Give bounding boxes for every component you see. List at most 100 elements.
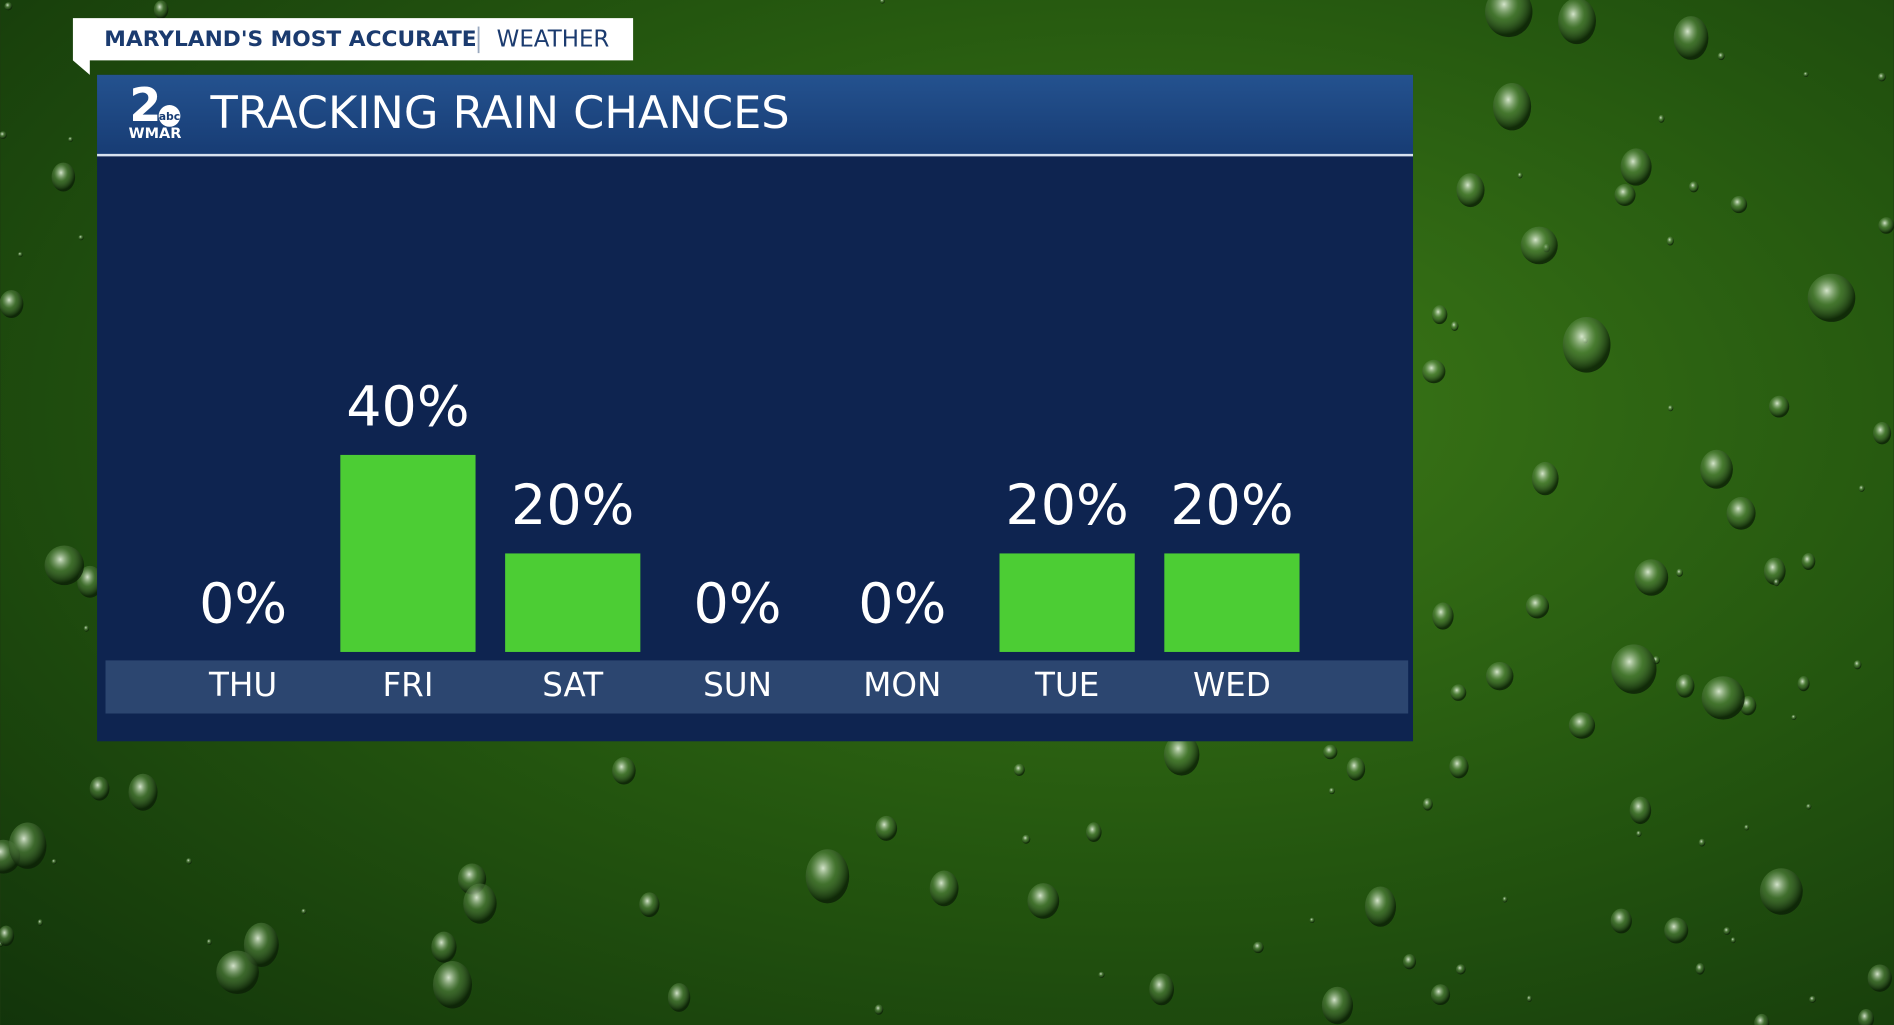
x-tick-label: THU — [208, 666, 277, 704]
raindrop — [1455, 964, 1466, 975]
raindrop — [929, 870, 959, 907]
raindrop — [1797, 676, 1810, 692]
raindrop — [1364, 886, 1396, 927]
value-label: 0% — [693, 571, 781, 636]
raindrop — [1526, 995, 1532, 1002]
raindrop — [1877, 72, 1886, 82]
raindrop — [78, 235, 84, 241]
raindrop — [0, 131, 7, 139]
raindrop — [1558, 0, 1596, 45]
raindrop — [301, 908, 307, 915]
bar — [340, 454, 476, 652]
raindrop — [1422, 359, 1446, 384]
raindrop — [1614, 184, 1636, 207]
value-label: 40% — [346, 374, 469, 439]
raindrop — [1450, 321, 1459, 332]
raindrop — [0, 925, 15, 947]
raindrop — [186, 858, 192, 865]
raindrop — [1620, 148, 1652, 186]
tag-box — [72, 18, 634, 75]
raindrop — [1611, 644, 1657, 694]
raindrop — [243, 922, 279, 968]
section-label: WEATHER — [497, 26, 610, 52]
raindrop — [1763, 557, 1786, 586]
bar — [505, 553, 641, 652]
raindrop — [128, 773, 158, 811]
raindrop — [1759, 868, 1803, 915]
raindrop — [667, 983, 691, 1012]
raindrop — [1149, 973, 1174, 1006]
raindrop — [1502, 896, 1508, 903]
x-tick-label: TUE — [1034, 666, 1099, 704]
raindrop — [44, 545, 85, 586]
raindrop — [1853, 660, 1862, 670]
logo-network: abc — [159, 110, 181, 123]
x-tick-label: FRI — [382, 666, 433, 704]
raindrop — [874, 1004, 884, 1015]
raindrop — [1098, 971, 1105, 978]
raindrop — [1791, 714, 1797, 720]
raindrop — [17, 252, 23, 257]
raindrop — [83, 625, 90, 632]
raindrop — [1723, 927, 1731, 935]
raindrop — [1867, 964, 1892, 992]
raindrop — [1403, 954, 1416, 970]
raindrop — [1801, 553, 1816, 570]
raindrop — [1449, 755, 1469, 779]
raindrop — [4, 2, 13, 11]
raindrop — [1309, 917, 1315, 923]
raindrop — [879, 0, 885, 4]
raindrop — [1562, 317, 1611, 373]
raindrop — [1422, 798, 1433, 811]
raindrop — [1520, 226, 1558, 265]
raindrop — [1726, 496, 1756, 530]
raindrop — [89, 776, 110, 801]
raindrop — [1636, 830, 1642, 837]
raindrop — [153, 0, 169, 20]
raindrop — [1754, 1013, 1770, 1025]
raindrop — [432, 961, 473, 1009]
x-tick-label: SUN — [703, 666, 772, 704]
panel-header — [97, 74, 1414, 155]
raindrop — [51, 859, 57, 865]
raindrop — [1695, 963, 1705, 975]
raindrop — [1634, 559, 1669, 596]
raindrop — [216, 950, 259, 995]
raindrop — [1878, 217, 1894, 234]
raindrop — [1568, 712, 1596, 739]
raindrop — [1629, 796, 1652, 825]
bar — [1164, 553, 1300, 652]
raindrop — [1531, 461, 1559, 496]
raindrop — [1807, 273, 1856, 322]
raindrop — [1858, 485, 1865, 492]
raindrop — [1610, 908, 1632, 934]
raindrop — [1717, 52, 1725, 61]
raindrop — [1667, 405, 1674, 412]
raindrop — [1803, 71, 1809, 77]
raindrop — [1809, 995, 1816, 1003]
plot: THU 0% FRI 40% SAT 20% SUN 0% MON 0% TUE 20% WED 20% — [199, 374, 1300, 704]
raindrop — [1430, 984, 1451, 1006]
raindrop — [612, 757, 636, 785]
raindrop — [1806, 803, 1812, 810]
raindrop — [1323, 744, 1338, 760]
value-label: 20% — [1170, 473, 1293, 538]
raindrop — [1700, 449, 1733, 489]
logo-number: 2 — [129, 78, 161, 132]
raindrop — [1768, 395, 1790, 418]
x-tick-label: WED — [1193, 666, 1271, 704]
value-label: 0% — [199, 571, 287, 636]
tagline: MARYLAND'S MOST ACCURATE — [104, 27, 476, 52]
raindrop — [1492, 83, 1532, 131]
value-label: 20% — [1005, 473, 1128, 538]
raindrop — [1450, 684, 1467, 701]
raindrop — [1676, 568, 1683, 577]
raindrop — [1086, 822, 1102, 842]
raindrop — [1688, 181, 1699, 193]
bar — [999, 553, 1135, 652]
raindrop — [37, 919, 43, 926]
raindrop — [1163, 733, 1200, 776]
